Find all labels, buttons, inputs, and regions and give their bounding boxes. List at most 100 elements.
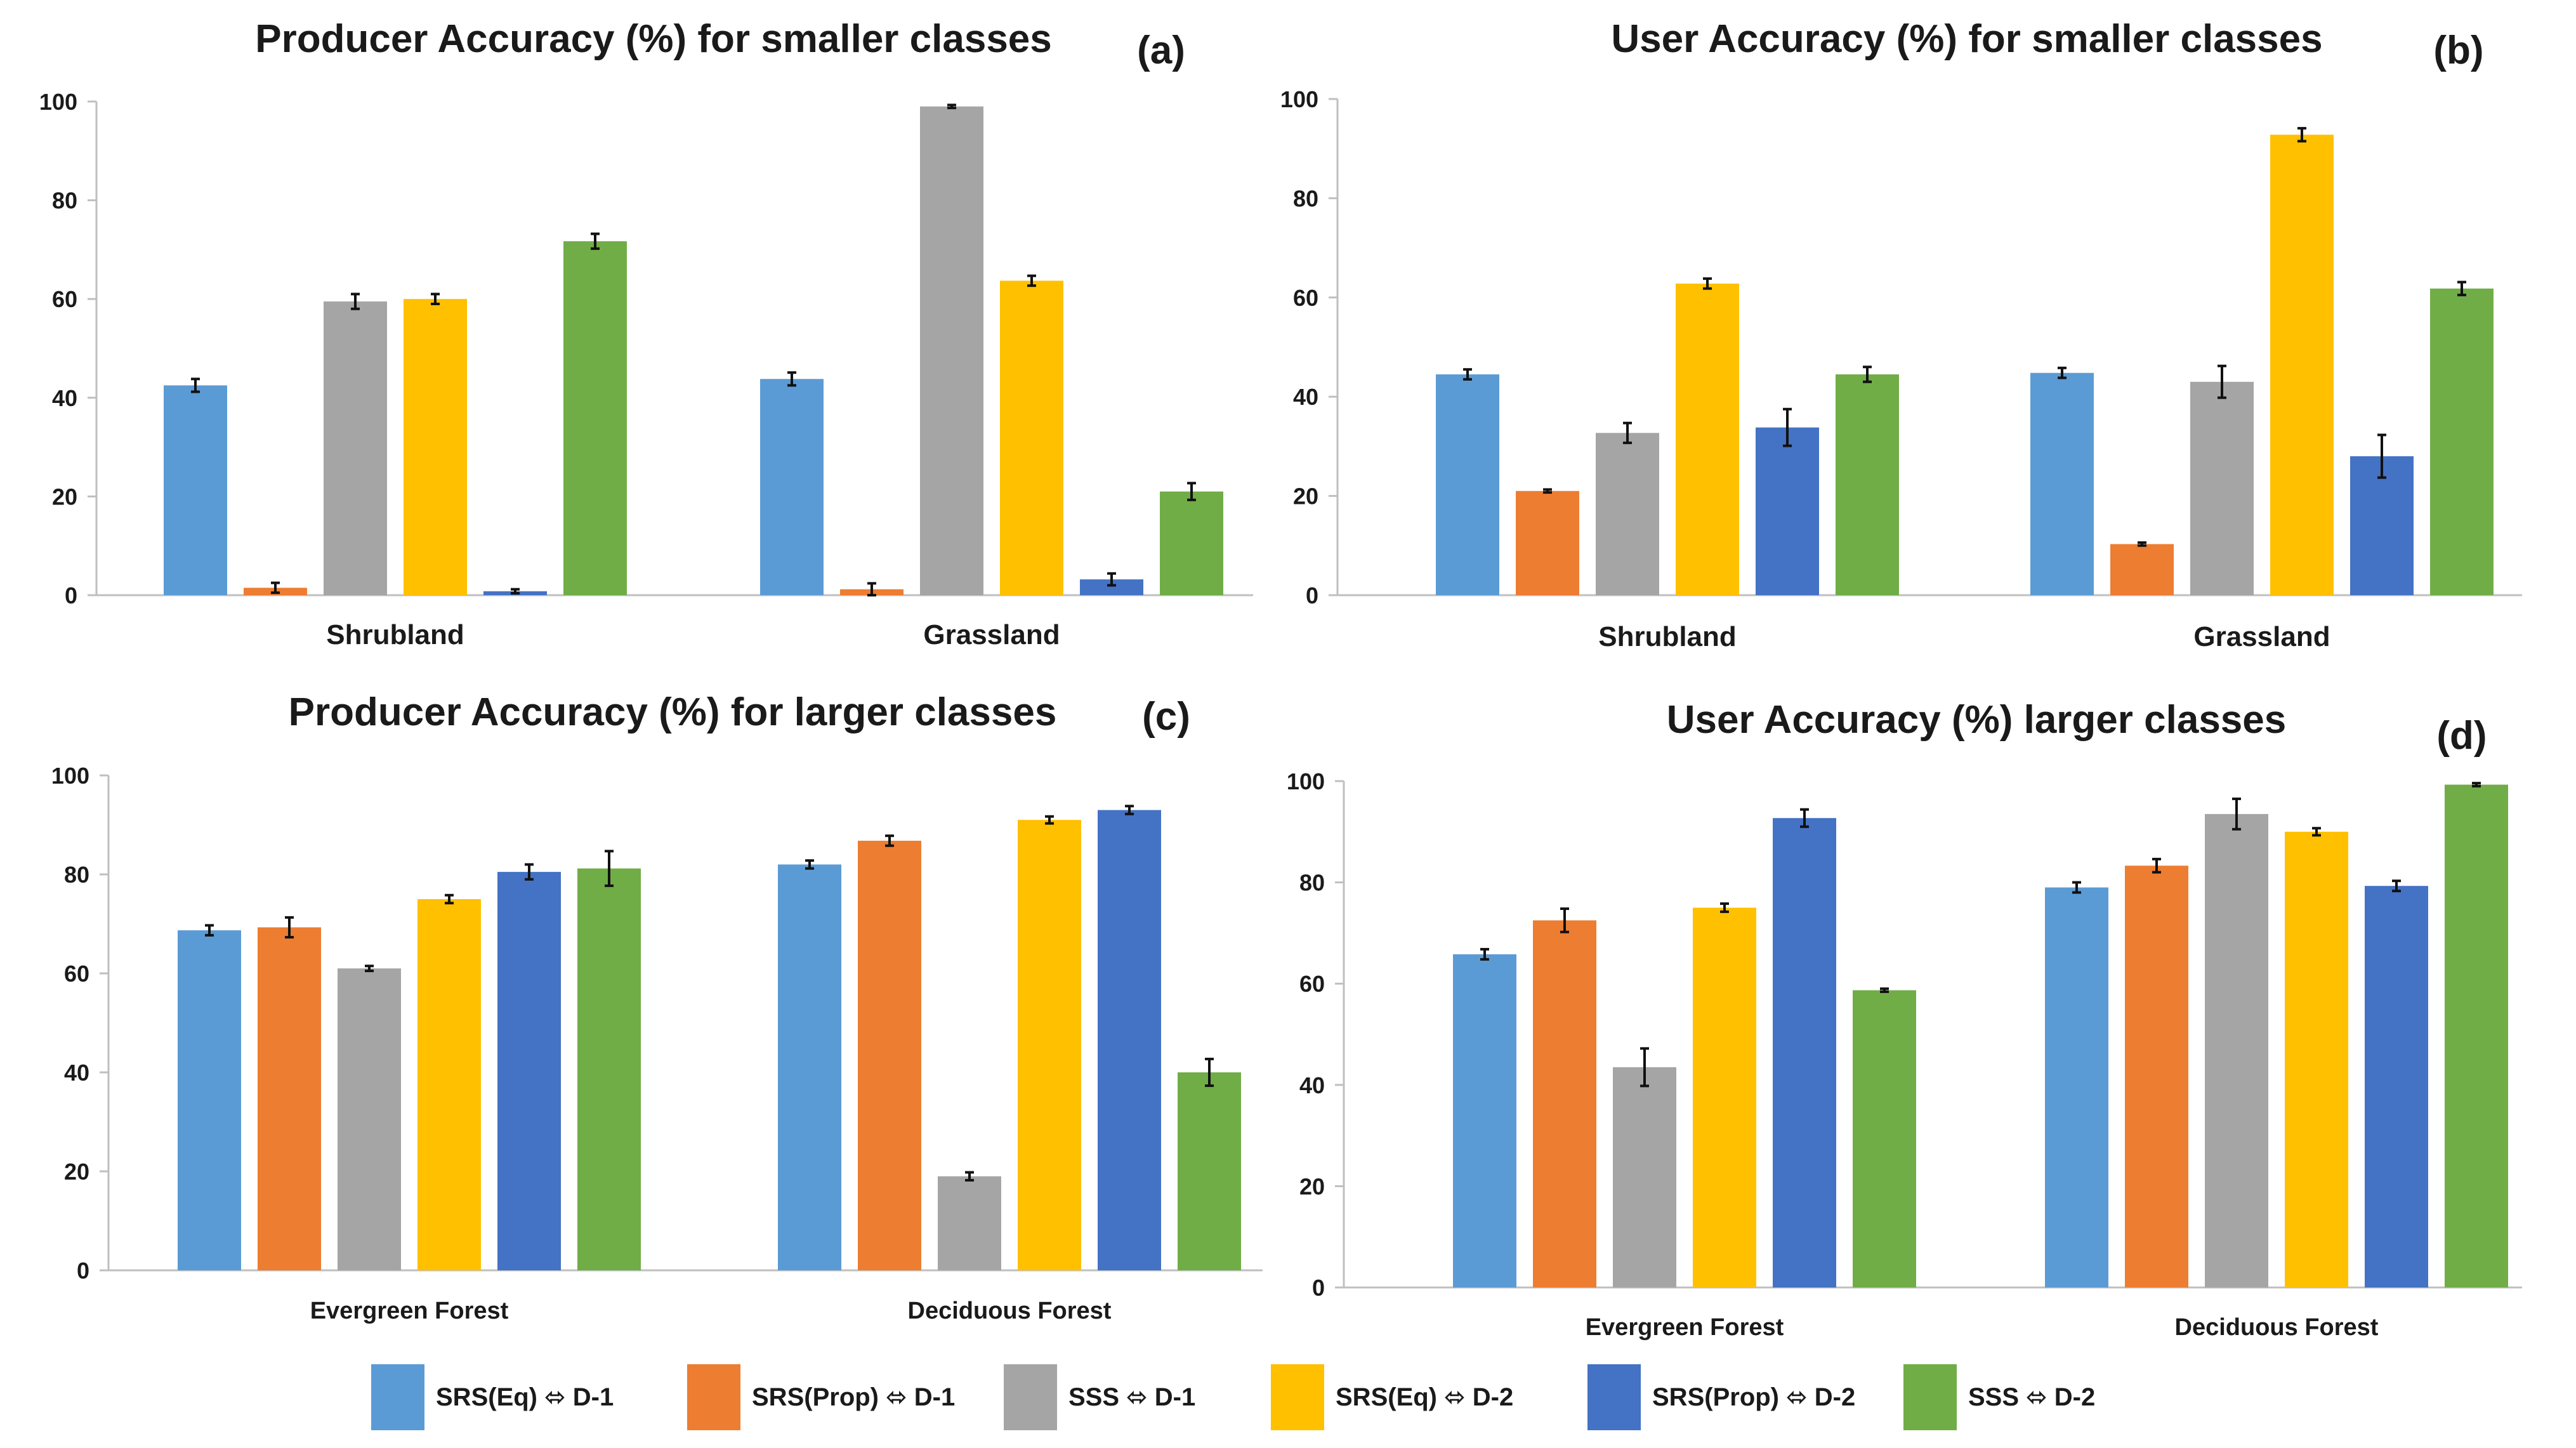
panel-c-bar-s4-c0 (497, 872, 561, 1270)
panel-b-y-tick-label-40: 40 (1293, 384, 1318, 410)
legend-item-srs-prop-d2: SRS(Prop) ⬄ D-2 (1587, 1364, 1855, 1430)
panel-c-bar-s1-c0 (258, 927, 321, 1270)
panel-c-y-tick-label-80: 80 (64, 862, 89, 888)
panel-d-bar-s3-c1 (2285, 831, 2348, 1287)
panel-b-label: (b) (2433, 29, 2483, 72)
panel-b-bar-s3-c1 (2270, 135, 2334, 595)
legend-item-srs-eq-d1: SRS(Eq) ⬄ D-1 (371, 1364, 614, 1430)
legend-item-srs-prop-d1: SRS(Prop) ⬄ D-1 (687, 1364, 955, 1430)
panel-a-bar-s5-c1 (1160, 491, 1223, 595)
panel-b-title: User Accuracy (%) for smaller classes (1611, 17, 2322, 61)
panel-a-x-tick-label-1: Grassland (923, 619, 1060, 650)
panel-c-bar-s2-c0 (338, 968, 401, 1270)
panel-b-y-tick-label-60: 60 (1293, 285, 1318, 311)
panel-c-title: Producer Accuracy (%) for larger classes (289, 690, 1057, 734)
panel-a-y-tick-label-0: 0 (65, 582, 77, 609)
legend-label-srs-eq-d1: SRS(Eq) ⬄ D-1 (436, 1383, 614, 1411)
panel-d-y-tick-label-100: 100 (1287, 768, 1325, 794)
legend-swatch-srs-prop-d1 (687, 1364, 740, 1430)
panel-b-y-tick-label-80: 80 (1293, 185, 1318, 211)
panel-d-bar-s4-c1 (2365, 886, 2428, 1287)
panel-d-bar-s3-c0 (1693, 907, 1756, 1287)
legend-item-sss-d1: SSS ⬄ D-1 (1004, 1364, 1195, 1430)
panel-d-x-tick-label-0: Evergreen Forest (1586, 1314, 1784, 1341)
panel-a-y-tick-label-80: 80 (52, 188, 77, 214)
legend-swatch-srs-eq-d1 (371, 1364, 424, 1430)
panel-c-bar-s0-c1 (778, 864, 841, 1270)
panel-c-bar-s4-c1 (1098, 810, 1161, 1270)
panel-d-y-tick-label-60: 60 (1299, 971, 1325, 997)
legend-item-sss-d2: SSS ⬄ D-2 (1903, 1364, 2095, 1430)
panel-c-bar-s2-c1 (938, 1176, 1001, 1270)
panel-c-y-tick-label-20: 20 (64, 1159, 89, 1185)
legend-label-srs-eq-d2: SRS(Eq) ⬄ D-2 (1336, 1383, 1514, 1411)
legend: SRS(Eq) ⬄ D-1 SRS(Prop) ⬄ D-1 SSS ⬄ D-1 … (0, 1364, 2576, 1434)
panel-c-bar-s3-c0 (417, 899, 481, 1270)
legend-swatch-sss-d2 (1903, 1364, 1957, 1430)
panel-c-x-tick-label-0: Evergreen Forest (310, 1298, 509, 1324)
panel-a-bar-s5-c0 (563, 241, 627, 595)
panel-d-y-tick-label-0: 0 (1312, 1275, 1325, 1301)
panel-b-bar-s3-c0 (1676, 283, 1739, 595)
panel-d-bar-s0-c1 (2045, 887, 2108, 1287)
legend-swatch-srs-prop-d2 (1587, 1364, 1641, 1430)
panel-b-x-tick-label-1: Grassland (2193, 621, 2330, 652)
legend-swatch-sss-d1 (1004, 1364, 1057, 1430)
panel-d-bar-s5-c0 (1853, 990, 1916, 1287)
panel-b-bar-s5-c1 (2430, 288, 2494, 595)
panel-d-title: User Accuracy (%) larger classes (1667, 698, 2287, 742)
panel-c-bar-s1-c1 (858, 840, 921, 1270)
panel-c-y-tick-label-40: 40 (64, 1060, 89, 1086)
legend-swatch-srs-eq-d2 (1271, 1364, 1324, 1430)
legend-label-srs-prop-d1: SRS(Prop) ⬄ D-1 (752, 1383, 956, 1411)
panel-b-bar-s2-c0 (1596, 433, 1659, 595)
panel-d-bar-s0-c0 (1453, 954, 1516, 1287)
panel-c-y-tick-label-0: 0 (77, 1258, 89, 1284)
panel-b-y-tick-label-100: 100 (1280, 86, 1318, 112)
panel-b-x-tick-label-0: Shrubland (1598, 621, 1737, 652)
panel-a-y-tick-label-40: 40 (52, 385, 77, 411)
chart-panels: Producer Accuracy (%) for smaller classe… (39, 17, 2522, 1341)
panel-a-label: (a) (1137, 29, 1185, 72)
panel-d-y-tick-label-80: 80 (1299, 870, 1325, 896)
panel-b-bar-s4-c0 (1756, 427, 1819, 595)
panel-a-bar-s2-c1 (920, 106, 983, 595)
panel-c-y-tick-label-100: 100 (51, 763, 89, 789)
panel-d-bar-s2-c1 (2205, 813, 2268, 1287)
panel-c-bar-s5-c0 (577, 868, 641, 1270)
legend-label-sss-d2: SSS ⬄ D-2 (1968, 1383, 2096, 1411)
panel-b-y-tick-label-0: 0 (1306, 582, 1318, 609)
panel-a-bar-s3-c0 (404, 299, 467, 595)
panel-d-bar-s5-c1 (2445, 784, 2508, 1287)
panel-b-bar-s0-c1 (2030, 372, 2094, 595)
legend-label-srs-prop-d2: SRS(Prop) ⬄ D-2 (1652, 1383, 1856, 1411)
panel-b-bar-s0-c0 (1436, 374, 1499, 595)
panel-c-bar-s0-c0 (178, 930, 241, 1270)
panel-c-bar-s5-c1 (1178, 1072, 1241, 1270)
panel-b-bar-s1-c0 (1516, 490, 1579, 595)
panel-d-bar-s1-c1 (2125, 866, 2188, 1287)
legend-label-sss-d1: SSS ⬄ D-1 (1068, 1383, 1196, 1411)
panel-a-bar-s0-c0 (164, 385, 227, 595)
panel-d-bar-s4-c0 (1773, 818, 1836, 1287)
legend-item-srs-eq-d2: SRS(Eq) ⬄ D-2 (1271, 1364, 1513, 1430)
panel-a-y-tick-label-20: 20 (52, 484, 77, 510)
panel-a-x-tick-label-0: Shrubland (326, 619, 464, 650)
panel-a-y-tick-label-100: 100 (39, 89, 77, 115)
panel-a-bar-s0-c1 (760, 379, 824, 595)
panel-b-bar-s1-c1 (2110, 544, 2174, 595)
panel-c-x-tick-label-1: Deciduous Forest (908, 1298, 1112, 1324)
panel-d-label: (d) (2436, 714, 2487, 758)
panel-c-label: (c) (1142, 695, 1190, 739)
panel-a-bar-s3-c1 (1000, 280, 1063, 595)
panel-d-y-tick-label-20: 20 (1299, 1173, 1325, 1199)
panel-a-y-tick-label-60: 60 (52, 286, 77, 312)
panel-a-title: Producer Accuracy (%) for smaller classe… (255, 17, 1052, 61)
panel-d-y-tick-label-40: 40 (1299, 1072, 1325, 1098)
panel-b-y-tick-label-20: 20 (1293, 484, 1318, 510)
panel-c-bar-s3-c1 (1018, 820, 1081, 1270)
panel-b-bar-s4-c1 (2350, 456, 2414, 595)
panel-b-bar-s5-c0 (1836, 374, 1899, 595)
panel-c-y-tick-label-60: 60 (64, 961, 89, 987)
